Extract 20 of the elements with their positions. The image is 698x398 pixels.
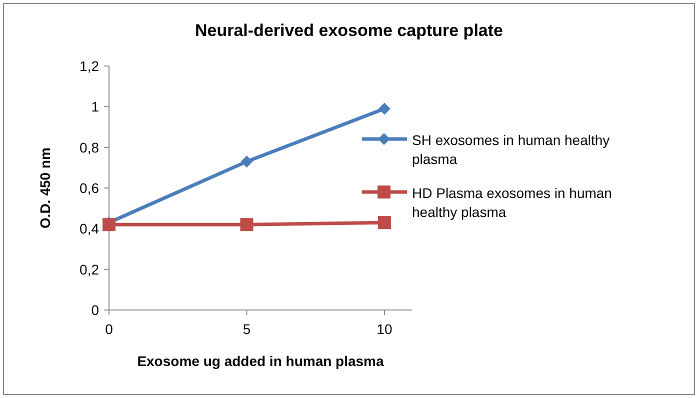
x-tick-label: 0 — [105, 321, 114, 337]
y-tick-label: 1,2 — [80, 58, 100, 74]
y-tick-label: 0,4 — [80, 220, 100, 237]
point — [378, 216, 391, 230]
legend-label: SH exosomes in human healthy plasma — [412, 132, 610, 167]
x-tick-label: 10 — [376, 321, 392, 337]
point — [378, 102, 390, 115]
point — [240, 156, 253, 168]
y-tick-label: 1 — [91, 98, 100, 115]
point — [102, 218, 116, 232]
legend-label: HD Plasma exosomes in human healthy plasma — [412, 185, 612, 220]
x-axis-title: Exosome ug added in human plasma — [137, 353, 384, 369]
y-tick-label: 0,8 — [80, 139, 100, 156]
point — [240, 218, 254, 232]
chart-title: Neural-derived exosome capture plate — [194, 21, 504, 40]
y-tick-label: 0,6 — [80, 180, 100, 196]
y-tick-label: 0 — [91, 302, 100, 318]
y-tick-label: 0,2 — [80, 261, 100, 278]
y-axis-title: O.D. 450 nm — [37, 148, 53, 228]
x-tick-label: 5 — [242, 321, 251, 337]
